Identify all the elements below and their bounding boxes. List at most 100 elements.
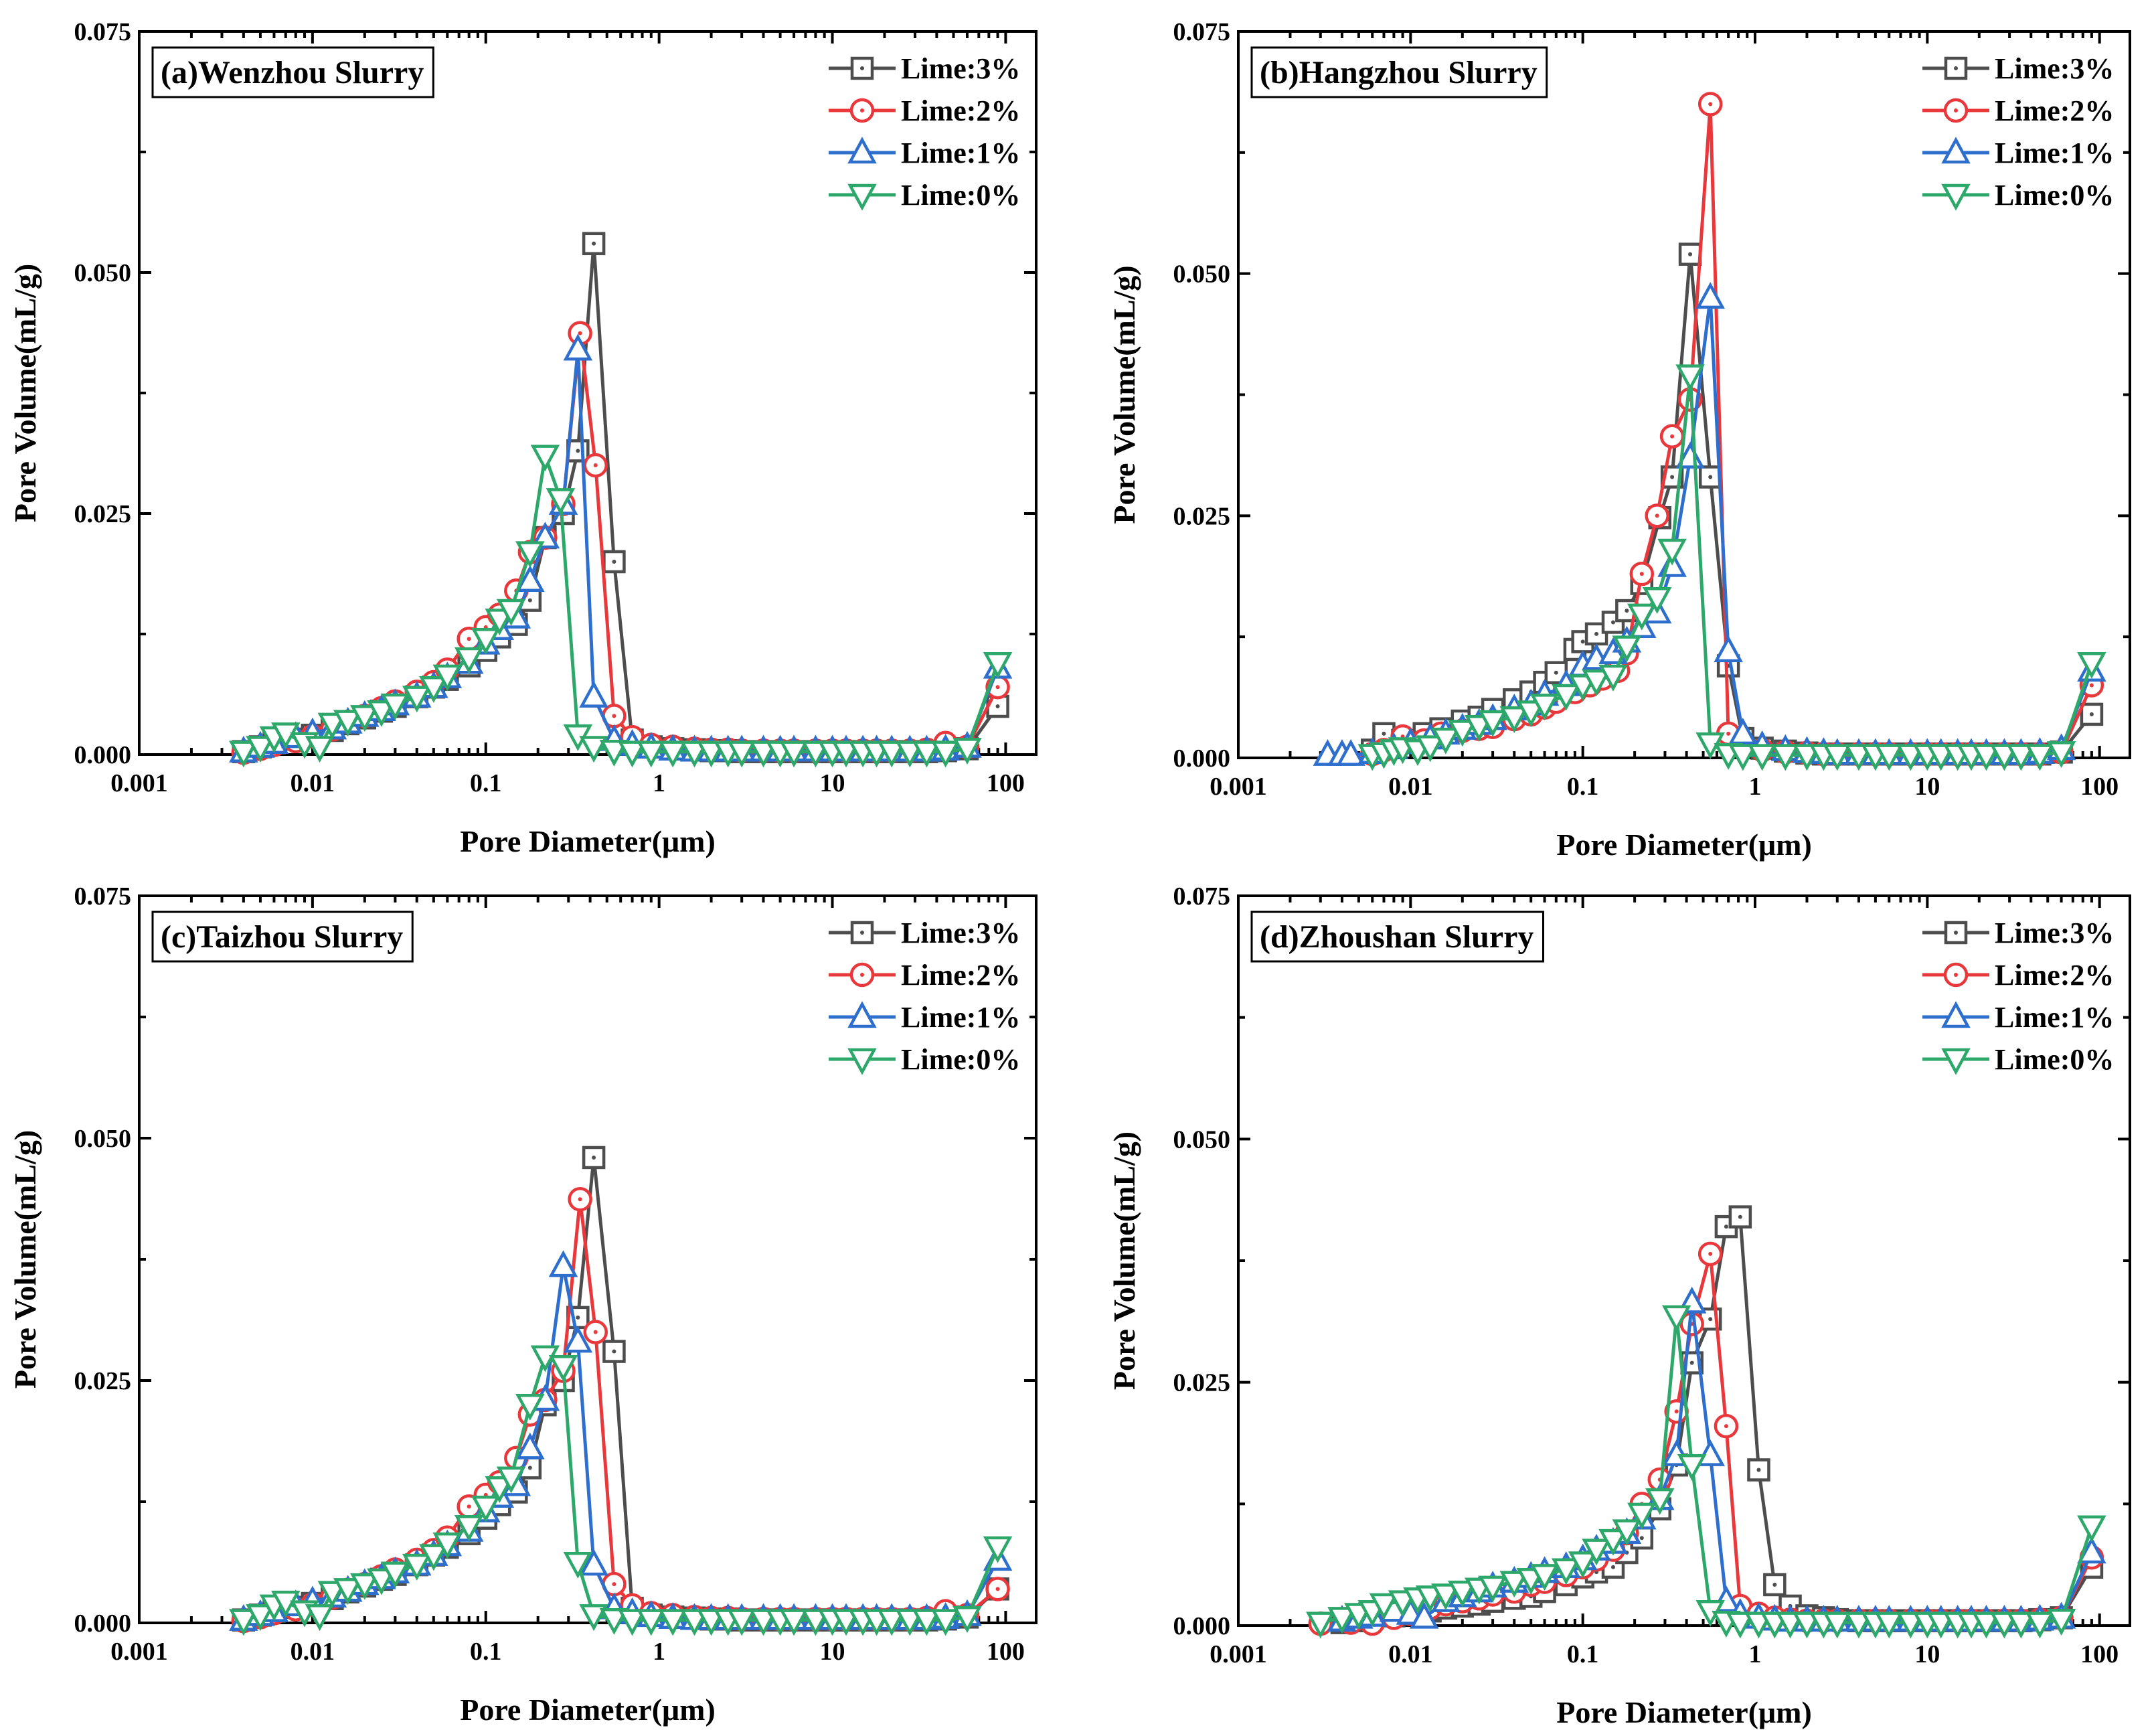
data-point [637, 740, 666, 768]
marker-dot [612, 560, 616, 564]
y-tick-label: 0.000 [74, 1609, 132, 1638]
data-point [727, 1609, 756, 1636]
marker-dot [1580, 639, 1585, 644]
x-tick-label: 0.001 [1210, 773, 1267, 801]
marker-dot [860, 931, 864, 935]
panel-title: (c)Taizhou Slurry [161, 919, 403, 955]
marker-dot [1726, 731, 1731, 736]
data-point [317, 1581, 347, 1608]
x-tick-label: 100 [987, 769, 1025, 797]
data-point [952, 1606, 982, 1634]
series-line [1327, 296, 2094, 757]
legend-label: Lime:1% [901, 1001, 1020, 1034]
data-point [2046, 1609, 2076, 1636]
data-point [579, 736, 608, 763]
data-point [599, 1607, 629, 1635]
legend-item: Lime:2% [1922, 94, 2114, 127]
data-point [2077, 651, 2106, 679]
data-point [727, 740, 756, 768]
data-point [679, 740, 710, 768]
marker-dot [1382, 731, 1386, 736]
data-point [1675, 364, 1705, 392]
data-point [2025, 1611, 2055, 1639]
x-tick-label: 100 [987, 1638, 1025, 1666]
legend-label: Lime:1% [901, 137, 1020, 169]
data-point [2077, 1515, 2106, 1543]
data-point [2077, 1537, 2106, 1564]
data-point [1874, 744, 1904, 771]
data-point [563, 1326, 593, 1353]
data-point [1695, 1439, 1725, 1466]
data-point [1941, 1001, 1971, 1028]
data-point [1582, 1539, 1611, 1566]
data-point [1415, 735, 1445, 763]
data-point [515, 565, 545, 593]
marker-dot [1756, 1468, 1761, 1472]
data-point [983, 1536, 1013, 1563]
panel-title-box [151, 46, 434, 98]
data-point [548, 1355, 578, 1382]
x-tick-label: 0.1 [1567, 773, 1599, 801]
data-point [696, 1609, 726, 1636]
data-point [402, 686, 432, 713]
data-point [1327, 1607, 1357, 1634]
data-point [579, 1604, 608, 1632]
series-lime1 [229, 333, 1013, 763]
data-point [333, 1578, 363, 1605]
data-point [1657, 538, 1687, 566]
data-point [748, 740, 778, 768]
legend-item: Lime:3% [1922, 917, 2114, 949]
data-point [350, 1573, 380, 1600]
x-tick-label: 10 [1914, 773, 1940, 801]
data-point [1770, 744, 1801, 771]
data-point [305, 1604, 335, 1632]
y-tick-label: 0.000 [1173, 744, 1231, 773]
panel-title: (b)Hangzhou Slurry [1260, 55, 1538, 90]
data-point [1941, 1048, 1971, 1075]
legend-label: Lime:3% [1995, 917, 2114, 949]
marker-dot [995, 685, 1000, 690]
marker-dot [2089, 712, 2094, 716]
data-point [1642, 587, 1672, 614]
data-point [779, 1609, 809, 1636]
legend-item: Lime:0% [829, 179, 1020, 212]
data-point [1661, 1305, 1691, 1332]
marker-dot [1594, 631, 1599, 636]
data-point [1598, 664, 1628, 692]
marker-dot [2089, 683, 2094, 688]
data-point [658, 740, 687, 768]
data-point [1478, 710, 1507, 737]
series-lime0 [1305, 1305, 2106, 1639]
x-tick-label: 10 [1914, 1640, 1940, 1668]
x-tick-label: 0.1 [1567, 1640, 1599, 1668]
legend-item: Lime:3% [1922, 52, 2114, 85]
marker-dot [578, 1197, 582, 1202]
marker-dot [1639, 572, 1644, 576]
data-point [2080, 702, 2104, 726]
series-lime1 [1313, 282, 2106, 766]
data-point [1431, 1583, 1461, 1611]
x-tick-label: 10 [820, 1638, 845, 1666]
data-point [1336, 738, 1365, 766]
panel-title: (a)Wenzhou Slurry [161, 55, 424, 90]
data-point [637, 1609, 666, 1636]
data-point [1728, 744, 1758, 771]
y-tick-label: 0.000 [1173, 1612, 1231, 1640]
x-tick-label: 100 [2080, 773, 2119, 801]
data-point [801, 740, 831, 768]
data-point [229, 1609, 258, 1636]
data-point [380, 693, 410, 720]
y-tick-label: 0.050 [74, 259, 132, 287]
data-point [599, 739, 629, 767]
data-point [1941, 183, 1971, 211]
data-point [1612, 1519, 1642, 1547]
marker-dot [1772, 1582, 1777, 1587]
marker-dot [592, 1155, 596, 1160]
data-point [548, 1250, 578, 1277]
data-point [1728, 718, 1758, 745]
marker-dot [1708, 102, 1713, 106]
y-tick-label: 0.075 [74, 882, 132, 911]
marker-dot [1670, 434, 1675, 439]
legend-label: Lime:3% [1995, 52, 2114, 85]
series-line [1320, 1314, 2094, 1625]
